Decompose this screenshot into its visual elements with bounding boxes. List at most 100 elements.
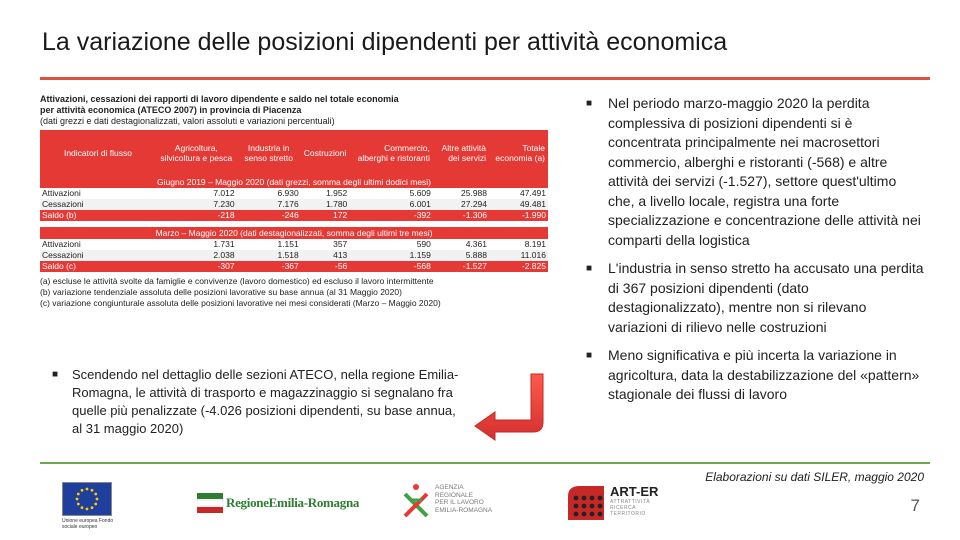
table-row: Cessazioni 7.230 7.176 1.780 6.001 27.29…: [40, 199, 548, 210]
table-cell: 1.780: [300, 199, 350, 210]
table-caption-subtitle: (dati grezzi e dati destagionalizzati, v…: [40, 116, 335, 126]
agenzia-line: REGIONALE: [435, 491, 473, 499]
table-note: (c) variazione congiunturale assoluta de…: [40, 298, 441, 308]
regione-name: RegioneEmilia-Romagna: [226, 495, 360, 510]
source-note: Elaborazioni su dati SILER, maggio 2020: [705, 470, 924, 484]
table-cell: 1.952: [300, 188, 350, 199]
row-label: Cessazioni: [40, 250, 156, 261]
flows-table: Indicatori di flusso Agricoltura, silvic…: [40, 130, 548, 272]
table-cell: 357: [300, 239, 350, 250]
bullet-square-icon: ■: [586, 350, 593, 361]
table-cell: 11.016: [489, 250, 548, 261]
table-row: Cessazioni 2.038 1.518 413 1.159 5.888 1…: [40, 250, 548, 261]
row-label: Saldo (b): [40, 210, 156, 221]
table-cell: 6.001: [349, 199, 433, 210]
right-bullets: ■ Nel periodo marzo-maggio 2020 la perdi…: [586, 94, 926, 414]
column-header: Altre attività dei servizi: [432, 130, 489, 176]
bullet-text: Meno significativa e più incerta la vari…: [608, 347, 920, 402]
agenzia-text: AGENZIA REGIONALE PER IL LAVORO EMILIA-R…: [435, 484, 492, 514]
left-bullet-text: Scendendo nel dettaglio delle sezioni AT…: [72, 367, 459, 436]
bullet-square-icon: ■: [586, 263, 593, 274]
table-cell: -218: [156, 210, 237, 221]
table-caption-line: per attività economica (ATECO 2007) in p…: [40, 105, 302, 115]
table-cell: 2.038: [156, 250, 237, 261]
column-header: Costruzioni: [300, 130, 350, 176]
eu-flag-icon: [62, 482, 112, 516]
table-cell: 6.930: [236, 188, 301, 199]
table-cell: -1.527: [432, 261, 489, 272]
table-row: Attivazioni 1.731 1.151 357 590 4.361 8.…: [40, 239, 548, 250]
eu-caption: Unione europea Fondo sociale europeo: [62, 518, 114, 530]
data-table-panel: Attivazioni, cessazioni dei rapporti di …: [40, 94, 548, 309]
arter-subtitle: ATTRATTIVITÀ: [610, 499, 651, 505]
table-row-balance: Saldo (c) -307 -367 -56 -568 -1.527 -2.8…: [40, 261, 548, 272]
period-header: Giugno 2019 – Maggio 2020 (dati grezzi, …: [40, 176, 548, 188]
bullet-item: ■ Meno significativa e più incerta la va…: [586, 346, 926, 405]
table-cell: 4.361: [432, 239, 489, 250]
arter-mark-icon: [568, 486, 604, 520]
table-cell: 172: [300, 210, 350, 221]
arter-subtitle: RICERCA: [610, 505, 637, 511]
row-label: Attivazioni: [40, 188, 156, 199]
eu-logo: Unione europea Fondo sociale europeo: [62, 482, 113, 530]
footer-divider: [40, 462, 930, 464]
table-cell: 1.159: [349, 250, 433, 261]
agenzia-line: PER IL LAVORO: [435, 499, 484, 506]
agenzia-logo: AGENZIA REGIONALE PER IL LAVORO EMILIA-R…: [401, 482, 492, 518]
table-cell: 27.294: [432, 199, 489, 210]
row-label: Attivazioni: [40, 239, 156, 250]
page-number: 7: [910, 496, 920, 515]
bullet-item: ■ Nel periodo marzo-maggio 2020 la perdi…: [586, 94, 926, 250]
arter-subtitle: TERRITORIO: [610, 511, 646, 517]
table-note: (b) variazione tendenziale assoluta dell…: [40, 287, 402, 297]
title-divider: [40, 77, 930, 80]
table-cell: -246: [236, 210, 301, 221]
arter-name: ART-ER: [610, 484, 659, 499]
table-cell: 5.888: [432, 250, 489, 261]
table-notes: (a) escluse le attività svolte da famigl…: [40, 276, 548, 309]
table-cell: 25.988: [432, 188, 489, 199]
table-cell: -56: [300, 261, 350, 272]
bullet-text: Nel periodo marzo-maggio 2020 la perdita…: [608, 95, 921, 248]
column-header: Commercio, alberghi e ristoranti: [349, 130, 433, 176]
period-header: Marzo – Maggio 2020 (dati destagionalizz…: [40, 227, 548, 239]
curved-arrow-left-icon: [474, 373, 544, 441]
table-cell: 1.151: [236, 239, 301, 250]
arter-text: ART-ER ATTRATTIVITÀ RICERCA TERRITORIO: [606, 484, 658, 517]
table-cell: 590: [349, 239, 433, 250]
regione-mark-icon: [197, 493, 223, 513]
agenzia-line: AGENZIA: [435, 484, 464, 491]
column-header: Indicatori di flusso: [40, 130, 156, 176]
table-cell: 1.518: [236, 250, 301, 261]
bullet-item: ■ L'industria in senso stretto ha accusa…: [586, 259, 926, 337]
bullet-square-icon: ■: [586, 98, 593, 109]
table-cell: -307: [156, 261, 237, 272]
table-cell: -1.306: [432, 210, 489, 221]
table-cell: -392: [349, 210, 433, 221]
table-caption-line: Attivazioni, cessazioni dei rapporti di …: [40, 94, 399, 104]
table-cell: 7.230: [156, 199, 237, 210]
left-bullet: ■ Scendendo nel dettaglio delle sezioni …: [52, 366, 462, 438]
table-cell: -568: [349, 261, 433, 272]
table-row-balance: Saldo (b) -218 -246 172 -392 -1.306 -1.9…: [40, 210, 548, 221]
table-cell: 5.609: [349, 188, 433, 199]
table-note: (a) escluse le attività svolte da famigl…: [40, 276, 434, 286]
column-header: Industria in senso stretto: [236, 130, 301, 176]
bullet-text: L'industria in senso stretto ha accusato…: [608, 260, 924, 335]
row-label: Saldo (c): [40, 261, 156, 272]
table-cell: 1.731: [156, 239, 237, 250]
table-cell: -367: [236, 261, 301, 272]
table-cell: -2.825: [489, 261, 548, 272]
slide-title: La variazione delle posizioni dipendenti…: [42, 28, 728, 56]
table-caption: Attivazioni, cessazioni dei rapporti di …: [40, 94, 548, 127]
row-spacer: [40, 221, 548, 227]
bullet-square-icon: ■: [52, 369, 59, 380]
table-cell: 413: [300, 250, 350, 261]
agenzia-line: EMILIA-ROMAGNA: [435, 506, 493, 514]
agenzia-mark-icon: [403, 484, 429, 518]
row-label: Cessazioni: [40, 199, 156, 210]
table-cell: 49.481: [489, 199, 548, 210]
column-header: Agricoltura, silvicoltura e pesca: [156, 130, 237, 176]
column-header: Totale economia (a): [489, 130, 548, 176]
table-cell: 47.491: [489, 188, 548, 199]
